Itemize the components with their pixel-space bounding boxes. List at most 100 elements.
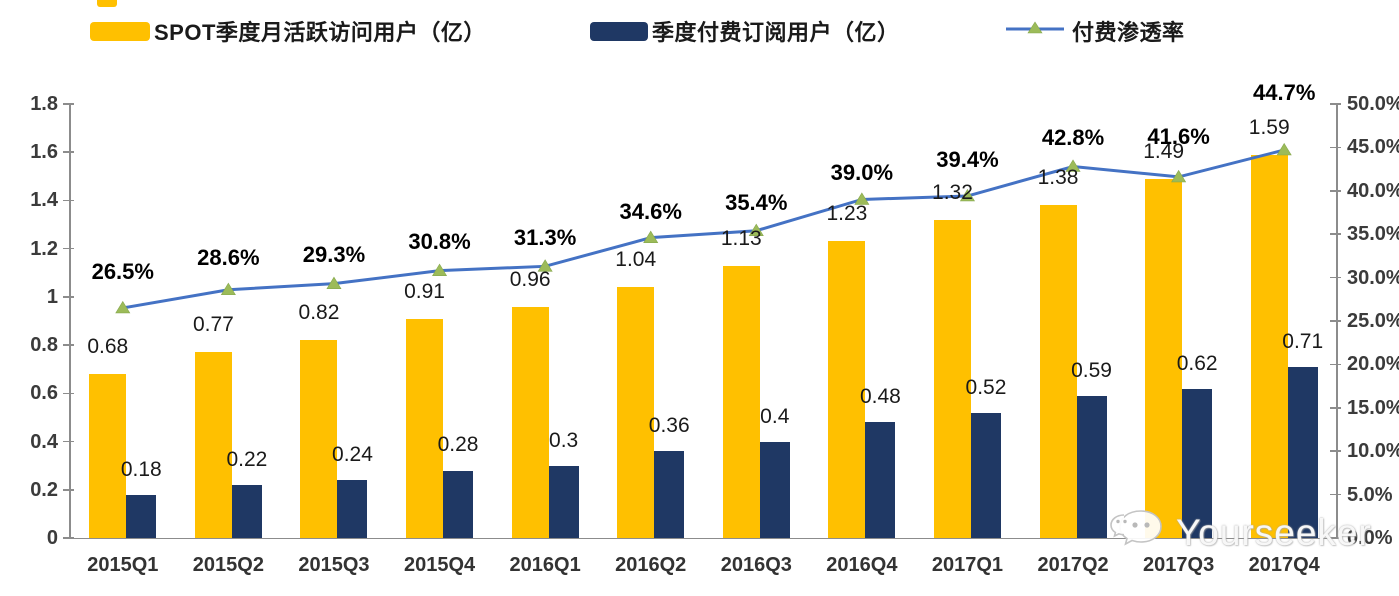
bar-value-label-subscribers: 0.52: [965, 375, 1007, 399]
legend-item-mau: SPOT季度月活跃访问用户（亿）: [90, 14, 486, 48]
legend-item-penetration: 付费渗透率: [1006, 14, 1185, 48]
x-axis-tick-label: 2017Q1: [931, 554, 1004, 576]
penetration-pct-label: 31.3%: [513, 225, 577, 251]
bar-subscribers: [231, 484, 262, 538]
bar-mau: [617, 287, 655, 538]
right-axis-tick-label: 35.0%: [1347, 223, 1399, 246]
bar-subscribers: [970, 412, 1001, 538]
right-axis-tick-label: 25.0%: [1347, 310, 1399, 332]
triangle-marker: [643, 230, 659, 243]
right-axis-tick-label: 45.0%: [1347, 136, 1399, 159]
right-axis-tick: [1330, 450, 1341, 452]
left-axis-tick-label: 0.6: [30, 382, 58, 405]
bar-value-label-mau: 1.38: [1037, 166, 1079, 190]
triangle-marker: [115, 300, 131, 314]
right-axis-tick: [1330, 233, 1341, 235]
bar-value-label-subscribers: 0.22: [226, 447, 268, 471]
bar-value-label-subscribers: 0.24: [332, 443, 373, 467]
cropped-legend-artifact: [97, 0, 117, 7]
x-axis-tick-label: 2015Q2: [192, 554, 264, 576]
bar-value-label-subscribers: 0.3: [549, 428, 579, 452]
bar-mau: [1039, 205, 1077, 538]
left-axis-tick: [63, 151, 74, 153]
left-axis-tick: [63, 103, 74, 105]
left-axis-tick: [63, 296, 74, 298]
bar-mau: [406, 318, 444, 538]
bar-subscribers: [1182, 388, 1213, 538]
right-axis-tick: [1330, 407, 1341, 409]
legend-label-subscribers: 季度付费订阅用户（亿）: [652, 20, 900, 45]
bar-mau: [828, 241, 866, 538]
triangle-marker: [220, 282, 236, 296]
left-axis-tick-label: 1.6: [30, 141, 58, 164]
triangle-marker: [432, 263, 448, 276]
mau-series-swatch: [90, 21, 150, 41]
bar-mau: [300, 340, 338, 538]
bar-subscribers: [1287, 366, 1318, 538]
bar-value-label-mau: 0.96: [509, 267, 551, 291]
left-y-axis-line: [69, 104, 71, 539]
right-axis-tick: [1330, 537, 1341, 539]
left-axis-tick: [63, 440, 74, 443]
x-axis-tick-label: 2016Q4: [826, 554, 898, 576]
right-axis-tick-label: 30.0%: [1347, 266, 1399, 289]
bar-value-label-subscribers: 0.18: [120, 457, 162, 481]
bar-value-label-mau: 1.59: [1248, 115, 1290, 139]
penetration-pct-label: 35.4%: [725, 189, 788, 215]
penetration-pct-label: 39.0%: [830, 160, 894, 186]
left-axis-tick: [63, 344, 74, 346]
left-axis-tick-label: 0.2: [30, 478, 58, 501]
right-axis-tick-label: 0.0%: [1347, 527, 1393, 549]
left-axis-tick-label: 1.8: [30, 93, 58, 115]
right-axis-tick-label: 10.0%: [1347, 440, 1399, 463]
left-axis-tick-label: 0.4: [30, 430, 58, 453]
right-axis-tick: [1330, 103, 1341, 105]
bar-value-label-mau: 0.68: [87, 335, 129, 359]
bar-value-label-subscribers: 0.36: [648, 414, 690, 438]
left-axis-tick-label: 1: [46, 285, 58, 308]
triangle-marker: [1171, 169, 1187, 183]
x-axis-tick-label: 2016Q3: [720, 554, 792, 576]
legend-label-penetration: 付费渗透率: [1072, 20, 1185, 45]
right-axis-tick: [1330, 146, 1341, 149]
x-axis-tick-label: 2017Q2: [1037, 554, 1109, 576]
penetration-pct-label: 30.8%: [408, 228, 471, 254]
plot-area: 0.68 0.18 0.77 0.22 0.82 0.24 0.91 0.28 0.96 0.3 1…: [70, 80, 1337, 538]
right-axis-tick-label: 5.0%: [1347, 483, 1393, 506]
right-axis-tick: [1330, 493, 1341, 496]
bar-subscribers: [759, 441, 790, 538]
x-axis-tick-label: 2015Q3: [298, 554, 370, 576]
bar-mau: [89, 374, 127, 538]
triangle-marker: [854, 192, 870, 205]
right-axis-tick-label: 40.0%: [1347, 179, 1399, 202]
triangle-marker: [1065, 159, 1081, 172]
penetration-pct-label: 39.4%: [936, 147, 999, 172]
legend-item-subscribers: 季度付费订阅用户（亿）: [590, 14, 900, 48]
bar-value-label-mau: 0.91: [404, 279, 445, 303]
triangle-marker: [1276, 142, 1292, 156]
bar-subscribers: [1076, 395, 1107, 538]
bar-subscribers: [865, 422, 896, 538]
bar-mau: [722, 265, 760, 538]
bar-mau: [194, 352, 232, 538]
right-axis-tick: [1330, 363, 1341, 366]
right-axis-tick: [1330, 276, 1341, 279]
triangle-marker: [959, 188, 975, 202]
subscribers-series-swatch: [590, 21, 648, 41]
bar-mau: [1145, 178, 1183, 538]
left-axis-tick: [63, 489, 74, 491]
bar-subscribers: [654, 451, 685, 538]
left-axis-tick-label: 1.2: [30, 237, 58, 260]
legend-label-mau: SPOT季度月活跃访问用户（亿）: [154, 20, 486, 45]
bar-mau: [933, 219, 971, 538]
penetration-pct-label: 34.6%: [619, 198, 682, 224]
bar-value-label-subscribers: 0.59: [1071, 358, 1112, 382]
right-axis-tick-label: 15.0%: [1347, 396, 1399, 419]
penetration-pct-label: 28.6%: [197, 244, 260, 270]
triangle-marker: [326, 276, 342, 289]
x-axis-tick-label: 2017Q3: [1143, 554, 1215, 576]
bar-value-label-subscribers: 0.62: [1176, 351, 1218, 375]
bar-value-label-mau: 0.82: [298, 301, 340, 325]
penetration-pct-label: 26.5%: [91, 258, 154, 284]
